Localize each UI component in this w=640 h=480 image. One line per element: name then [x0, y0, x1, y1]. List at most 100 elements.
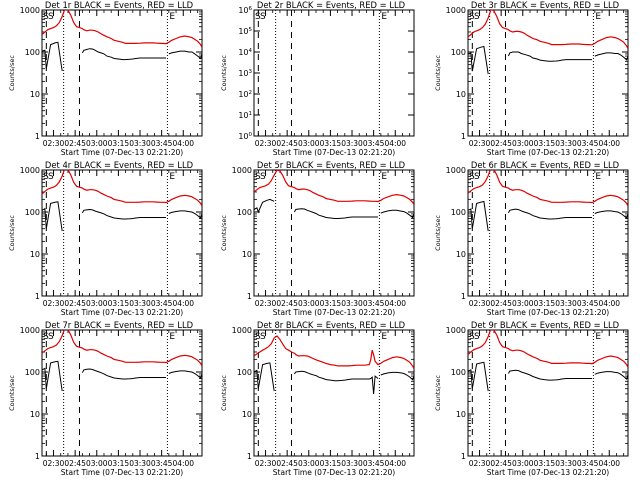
- start-marker-label: S: [255, 12, 261, 22]
- y-tick-label: 1: [461, 452, 466, 461]
- x-axis-label: Start Time (07-Dec-13 02:21:20): [487, 468, 609, 477]
- plot-frame: [253, 9, 415, 137]
- x-tick-label: 04:00: [598, 299, 620, 308]
- y-tick-label: 106: [238, 6, 252, 15]
- y-tick-exponent: 1: [249, 111, 253, 117]
- start-marker-label: S: [469, 12, 475, 22]
- panel-2: Det 2r BLACK = Events, RED = LLD10010110…: [220, 0, 415, 157]
- start-marker-label-2: S: [48, 172, 54, 182]
- x-tick-label: 03:30: [555, 299, 577, 308]
- end-marker-label: E: [381, 12, 387, 22]
- y-tick-label: 1: [461, 292, 466, 301]
- lld-series-line: [42, 10, 202, 48]
- end-marker-label: E: [381, 172, 387, 182]
- x-tick-label: 03:15: [534, 139, 556, 148]
- start-marker-label: S: [255, 332, 261, 342]
- panel-title: Det 8r BLACK = Events, RED = LLD: [257, 320, 405, 330]
- start-marker-label: S: [255, 172, 261, 182]
- y-tick-label: 1: [247, 292, 252, 301]
- y-tick-label: 1: [247, 452, 252, 461]
- x-tick-label: 02:45: [64, 139, 86, 148]
- x-tick-label: 04:00: [384, 299, 406, 308]
- x-tick-label: 03:30: [129, 299, 151, 308]
- y-axis-label: Counts/sec: [8, 55, 16, 91]
- y-tick-label: 100: [237, 368, 252, 377]
- x-tick-label: 03:45: [151, 299, 173, 308]
- y-tick-label: 1000: [20, 6, 40, 15]
- x-tick-label: 02:30: [469, 459, 491, 468]
- panel-6: Det 6r BLACK = Events, RED = LLD 1 10 100 10…: [434, 160, 629, 317]
- start-marker-label: S: [43, 332, 49, 342]
- x-tick-label: 04:00: [384, 459, 406, 468]
- y-tick-label: 1000: [20, 166, 40, 175]
- x-tick-label: 02:30: [255, 299, 277, 308]
- x-axis-label: Start Time (07-Dec-13 02:21:20): [487, 308, 609, 317]
- end-marker-label: E: [595, 12, 601, 22]
- x-tick-label: 03:45: [363, 139, 385, 148]
- x-tick-label: 03:45: [577, 299, 599, 308]
- x-tick-label: 02:30: [43, 459, 65, 468]
- y-tick-label: 100: [25, 368, 40, 377]
- x-tick-label: 03:45: [577, 139, 599, 148]
- lld-series-line: [468, 10, 628, 49]
- x-tick-label: 03:15: [108, 299, 130, 308]
- y-tick-label: 100: [25, 208, 40, 217]
- x-axis-label: Start Time (07-Dec-13 02:21:20): [487, 148, 609, 157]
- events-series-line: [254, 198, 414, 219]
- end-marker-label: E: [381, 332, 387, 342]
- x-tick-label: 02:30: [43, 139, 65, 148]
- x-tick-label: 04:00: [598, 139, 620, 148]
- y-tick-label: 1000: [446, 6, 466, 15]
- plot-frame: [253, 329, 415, 457]
- x-tick-label: 02:45: [490, 139, 512, 148]
- y-tick-label: 1000: [446, 166, 466, 175]
- y-tick-label: 10: [456, 90, 466, 99]
- events-series-line: [468, 45, 628, 75]
- y-tick-exponent: 6: [249, 6, 253, 12]
- x-tick-label: 03:30: [341, 459, 363, 468]
- x-tick-label: 03:30: [129, 139, 151, 148]
- x-axis-label: Start Time (07-Dec-13 02:21:20): [273, 308, 395, 317]
- panel-title: Det 6r BLACK = Events, RED = LLD: [471, 160, 619, 170]
- y-axis-label: Counts/sec: [8, 215, 16, 251]
- y-tick-exponent: 5: [249, 27, 253, 33]
- y-tick-label: 1000: [446, 326, 466, 335]
- panel-3: Det 3r BLACK = Events, RED = LLD 1 10 100 10…: [434, 0, 629, 157]
- x-tick-label: 03:45: [363, 459, 385, 468]
- start-marker-label: S: [43, 172, 49, 182]
- end-marker-label: E: [169, 172, 175, 182]
- lld-series-line: [468, 330, 628, 368]
- y-axis-label: Counts/sec: [220, 375, 228, 411]
- x-axis-label: Start Time (07-Dec-13 02:21:20): [61, 308, 183, 317]
- y-tick-label: 100: [238, 132, 252, 141]
- x-tick-label: 03:45: [577, 459, 599, 468]
- x-tick-label: 03:30: [555, 139, 577, 148]
- plot-frame: [467, 9, 629, 137]
- y-tick-label: 1000: [232, 326, 252, 335]
- x-tick-label: 04:00: [172, 459, 194, 468]
- panel-title: Det 9r BLACK = Events, RED = LLD: [471, 320, 619, 330]
- x-axis-label: Start Time (07-Dec-13 02:21:20): [61, 468, 183, 477]
- y-tick-label: 103: [238, 69, 252, 78]
- x-tick-label: 03:15: [320, 459, 342, 468]
- lld-series-line: [254, 335, 414, 369]
- x-tick-label: 03:15: [534, 299, 556, 308]
- x-tick-label: 03:00: [512, 139, 534, 148]
- x-axis-label: Start Time (07-Dec-13 02:21:20): [273, 468, 395, 477]
- plot-frame: [41, 329, 203, 457]
- events-series-line: [42, 201, 202, 232]
- x-tick-label: 03:00: [512, 459, 534, 468]
- y-axis-label: Counts/sec: [434, 215, 442, 251]
- y-tick-label: 1: [35, 292, 40, 301]
- y-axis-label: Counts/sec: [434, 55, 442, 91]
- x-tick-label: 02:45: [276, 299, 298, 308]
- y-tick-label: 104: [238, 48, 252, 57]
- x-tick-label: 02:45: [490, 459, 512, 468]
- start-marker-label-2: S: [48, 332, 54, 342]
- y-tick-label: 10: [456, 410, 466, 419]
- x-axis-label: Start Time (07-Dec-13 02:21:20): [61, 148, 183, 157]
- y-tick-label: 100: [237, 208, 252, 217]
- events-series-line: [254, 362, 414, 395]
- x-tick-label: 03:45: [151, 139, 173, 148]
- panel-title: Det 4r BLACK = Events, RED = LLD: [45, 160, 193, 170]
